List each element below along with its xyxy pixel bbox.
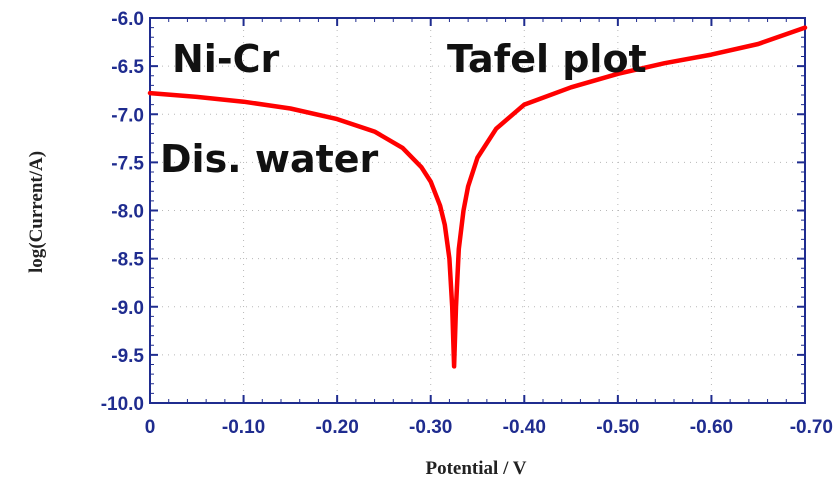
annotation-dis-water: Dis. water [160, 137, 379, 181]
y-tick-labels: -6.0 -6.5 -7.0 -7.5 -8.0 -8.5 -9.0 -9.5 -10.0 [101, 9, 145, 415]
series-layer [147, 25, 808, 369]
y-tick-label: -6.5 [111, 57, 144, 78]
y-tick-label: -7.5 [111, 153, 144, 174]
x-tick-label: -0.20 [315, 417, 358, 438]
y-tick-label: -8.0 [111, 202, 144, 223]
y-tick-label: -6.0 [111, 9, 144, 30]
y-tick-label: -9.0 [111, 298, 144, 319]
axis-ticks [149, 17, 806, 404]
y-tick-label: -8.5 [111, 250, 144, 271]
x-tick-label: 0 [145, 417, 156, 438]
x-tick-label: -0.10 [222, 417, 265, 438]
x-tick-labels: 0 -0.10 -0.20 -0.30 -0.40 -0.50 -0.60 -0.70 [145, 417, 833, 438]
annotation-ni-cr: Ni-Cr [172, 37, 279, 81]
x-tick-label: -0.70 [790, 417, 833, 438]
x-tick-label: -0.30 [409, 417, 452, 438]
y-tick-label: -10.0 [101, 394, 144, 415]
y-axis-title: log(Current/A) [26, 151, 47, 273]
y-tick-label: -9.5 [111, 346, 144, 367]
x-axis-title: Potential / V [426, 458, 527, 479]
y-tick-label: -7.0 [111, 105, 144, 126]
x-tick-label: -0.40 [503, 417, 546, 438]
series-line [147, 25, 808, 369]
annotation-tafel-plot: Tafel plot [447, 37, 647, 81]
grid [150, 18, 805, 403]
x-tick-label: -0.60 [690, 417, 733, 438]
x-tick-label: -0.50 [596, 417, 639, 438]
